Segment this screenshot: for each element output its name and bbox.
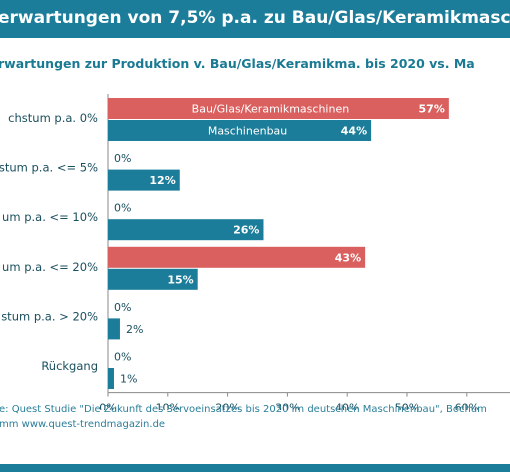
data-label: 26% [233, 224, 259, 237]
data-label: 0% [114, 152, 131, 165]
category-label: stum p.a. <= 5% [0, 161, 98, 175]
category-label: chstum p.a. 0% [8, 111, 98, 125]
data-label: 43% [335, 251, 361, 264]
category-label: um p.a. <= 10% [2, 210, 98, 224]
bar [108, 219, 264, 241]
bar [108, 368, 114, 389]
x-tick-label: 50% [395, 402, 419, 410]
bottom-bar [0, 464, 510, 472]
data-label: 2% [126, 323, 143, 336]
legend-label: Bau/Glas/Keramikmaschinen [192, 103, 350, 116]
source-line-2: mm www.quest-trendmagazin.de [0, 419, 166, 430]
bar [108, 169, 180, 191]
data-label: 44% [341, 125, 367, 138]
bar-chart: 0% 10% 20% 30% 40% 50% 60% chstum p.a. 0% 57% 44%… [0, 94, 510, 410]
x-tick-label: 10% [156, 402, 180, 410]
x-tick-label: 0% [99, 402, 116, 410]
category-label: stum p.a. > 20% [1, 309, 98, 323]
title-bar: erwartungen von 7,5% p.a. zu Bau/Glas/Ke… [0, 0, 510, 38]
data-label: 1% [120, 373, 137, 386]
category-label: Rückgang [41, 359, 98, 373]
source-footer: e: Quest Studie "Die Zukunft des Servoei… [0, 404, 510, 464]
source-line-1: e: Quest Studie "Die Zukunft des Servoei… [0, 404, 487, 415]
data-label: 15% [167, 273, 193, 286]
x-tick-label: 30% [275, 402, 299, 410]
category-label: um p.a. <= 20% [2, 260, 98, 274]
chart-subtitle: rwartungen zur Produktion v. Bau/Glas/Ke… [0, 56, 475, 71]
x-tick-label: 20% [215, 402, 239, 410]
data-label: 57% [419, 103, 445, 116]
bar [108, 246, 366, 268]
chart-title: erwartungen von 7,5% p.a. zu Bau/Glas/Ke… [0, 8, 510, 28]
data-label: 12% [149, 174, 175, 187]
legend-label: Maschinenbau [208, 125, 287, 138]
x-tick-label: 40% [335, 402, 359, 410]
data-label: 0% [114, 202, 131, 215]
x-tick-label: 60% [455, 402, 479, 410]
data-label: 0% [114, 351, 131, 364]
bar [108, 268, 198, 290]
bar [108, 98, 449, 119]
data-label: 0% [114, 301, 131, 314]
bar [108, 318, 120, 340]
bar [108, 120, 372, 141]
